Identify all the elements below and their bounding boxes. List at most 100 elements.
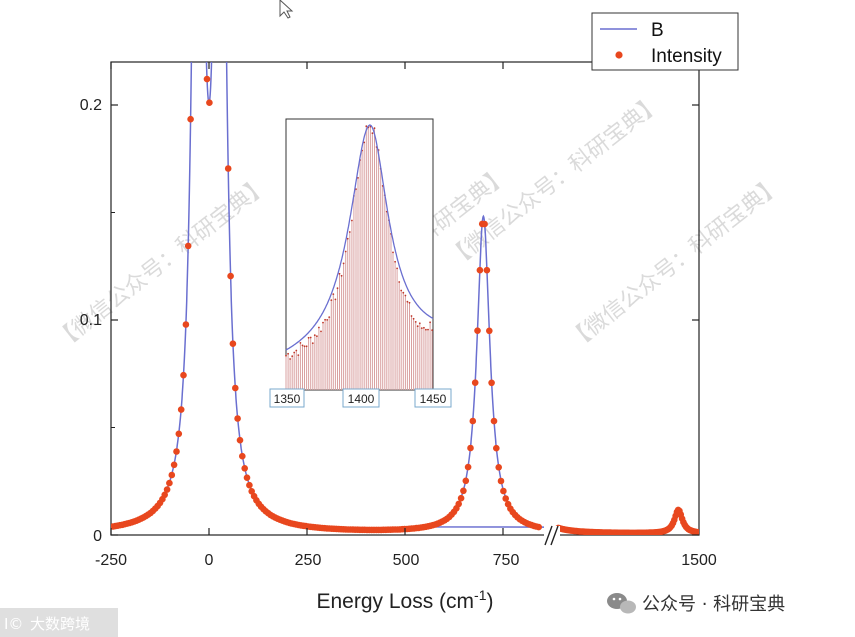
- inset-bar-cap-9: [303, 345, 306, 348]
- intensity-point-155: [474, 327, 481, 335]
- inset-bar-cap-0: [285, 354, 287, 357]
- inset-bar-cap-55: [398, 281, 401, 283]
- intensity-point-165: [497, 477, 505, 485]
- main-series-group: [111, 51, 699, 535]
- intensity-point-50: [227, 272, 234, 280]
- intensity-point-26: [170, 461, 178, 469]
- y-tick-label-0.1: 0.1: [80, 312, 102, 329]
- inset-bar-cap-20: [326, 319, 329, 321]
- inset-bar-cap-27: [340, 274, 343, 277]
- legend-label-intensity: Intensity: [651, 46, 722, 67]
- axis-ticks-group: [110, 62, 699, 536]
- intensity-point-29: [177, 406, 185, 413]
- inset-bar-cap-32: [351, 219, 353, 222]
- inset-bar-cap-56: [400, 289, 403, 292]
- inset-bar-cap-15: [316, 335, 318, 338]
- intensity-point-156: [476, 266, 484, 274]
- intensity-point-154: [471, 379, 479, 387]
- intensity-point-31: [182, 321, 190, 328]
- y-tick-label-0.2: 0.2: [80, 97, 102, 114]
- wechat-logo-icon: [607, 593, 636, 614]
- intensity-point-163: [493, 444, 500, 452]
- inset-bar-cap-71: [431, 329, 433, 331]
- inset-bar-cap-58: [404, 294, 407, 297]
- intensity-point-42: [208, 51, 215, 58]
- inset-bar-cap-22: [330, 299, 333, 301]
- intensity-point-148: [457, 494, 465, 502]
- intensity-point-56: [241, 465, 248, 472]
- y-tick-label-0: 0: [93, 528, 102, 545]
- inset-bars-group: [285, 125, 433, 390]
- x-tick-label-750: 750: [493, 552, 520, 569]
- legend-label-B: B: [651, 20, 664, 41]
- inset-bar-cap-30: [346, 237, 349, 240]
- corner-badge: I© 大数跨境: [0, 608, 118, 637]
- inset-bar-cap-65: [418, 322, 421, 325]
- legend: B Intensity: [591, 12, 739, 71]
- intensity-point-159: [483, 266, 491, 274]
- inset-tick-box-1400: [342, 388, 380, 408]
- intensity-point-33: [187, 115, 194, 123]
- intensity-point-149: [460, 487, 467, 495]
- inset-bar-cap-2: [289, 358, 291, 360]
- legend-box: [591, 12, 739, 71]
- inset-bar-cap-52: [392, 251, 394, 254]
- inset-bar-cap-21: [328, 316, 331, 318]
- mouse-cursor-icon: [279, 0, 294, 19]
- intensity-point-57: [243, 474, 251, 482]
- intensity-point-55: [239, 452, 246, 460]
- inset-bar-cap-29: [344, 250, 347, 253]
- inset-fit-line: [285, 124, 434, 351]
- footer-account-text: 公众号 · 科研宝典: [642, 594, 785, 615]
- inset-tick-box-1450: [414, 388, 452, 408]
- inset-bar-cap-57: [402, 291, 405, 294]
- intensity-point-290: [695, 529, 699, 535]
- inset-bar-cap-68: [425, 328, 427, 331]
- inset-bar-cap-25: [336, 287, 339, 290]
- inset-bar-cap-69: [427, 328, 429, 331]
- intensity-point-164: [495, 464, 503, 471]
- inset-bar-cap-62: [412, 317, 415, 320]
- inset-bar-cap-14: [313, 334, 316, 337]
- intensity-point-167: [502, 495, 510, 502]
- inset-bar-cap-6: [297, 354, 300, 356]
- inset-x-tick-1400: 1400: [348, 392, 375, 406]
- inset-bar-cap-8: [301, 344, 304, 347]
- intensity-point-30: [180, 371, 187, 379]
- inset-bar-cap-17: [320, 330, 322, 333]
- inset-bar-cap-61: [410, 315, 413, 317]
- intensity-point-152: [467, 444, 474, 452]
- inset-bar-cap-28: [342, 262, 345, 265]
- x-tick-label-500: 500: [393, 552, 420, 569]
- inset-bar-cap-18: [322, 321, 324, 324]
- intensity-point-53: [234, 415, 241, 422]
- inset-bar-cap-11: [307, 336, 310, 339]
- intensity-point-23: [163, 486, 171, 493]
- intensity-point-162: [490, 417, 498, 425]
- intensity-point-59: [248, 488, 255, 495]
- inset-bar-cap-67: [423, 326, 425, 329]
- x-tick-label-0: 0: [205, 552, 214, 569]
- intensity-point-52: [232, 384, 239, 392]
- intensity-point-22: [161, 491, 168, 499]
- corner-logo-icon: I©: [4, 615, 23, 633]
- footer-account: 公众号 · 科研宝典: [607, 593, 785, 615]
- intensity-point-181: [535, 523, 542, 531]
- intensity-point-54: [236, 436, 244, 444]
- inset-bar-cap-16: [318, 326, 320, 329]
- intensity-point-147: [455, 500, 463, 508]
- intensity-point-166: [500, 487, 507, 495]
- intensity-point-24: [166, 479, 173, 487]
- inset-bar-cap-4: [293, 351, 296, 354]
- inset-bar-cap-42: [371, 132, 374, 135]
- watermark-4: 【微信公众号：科研宝典】: [563, 172, 786, 354]
- intensity-point-58: [246, 481, 253, 489]
- corner-label: 大数跨境: [30, 615, 90, 633]
- x-tick-label-1500: 1500: [681, 552, 717, 569]
- inset-bar-cap-66: [420, 327, 423, 329]
- intensity-markers: [111, 51, 699, 535]
- intensity-point-161: [488, 379, 495, 387]
- intensity-point-151: [464, 463, 472, 471]
- inset-bar-cap-53: [394, 260, 396, 263]
- inset-bar-cap-10: [305, 345, 308, 348]
